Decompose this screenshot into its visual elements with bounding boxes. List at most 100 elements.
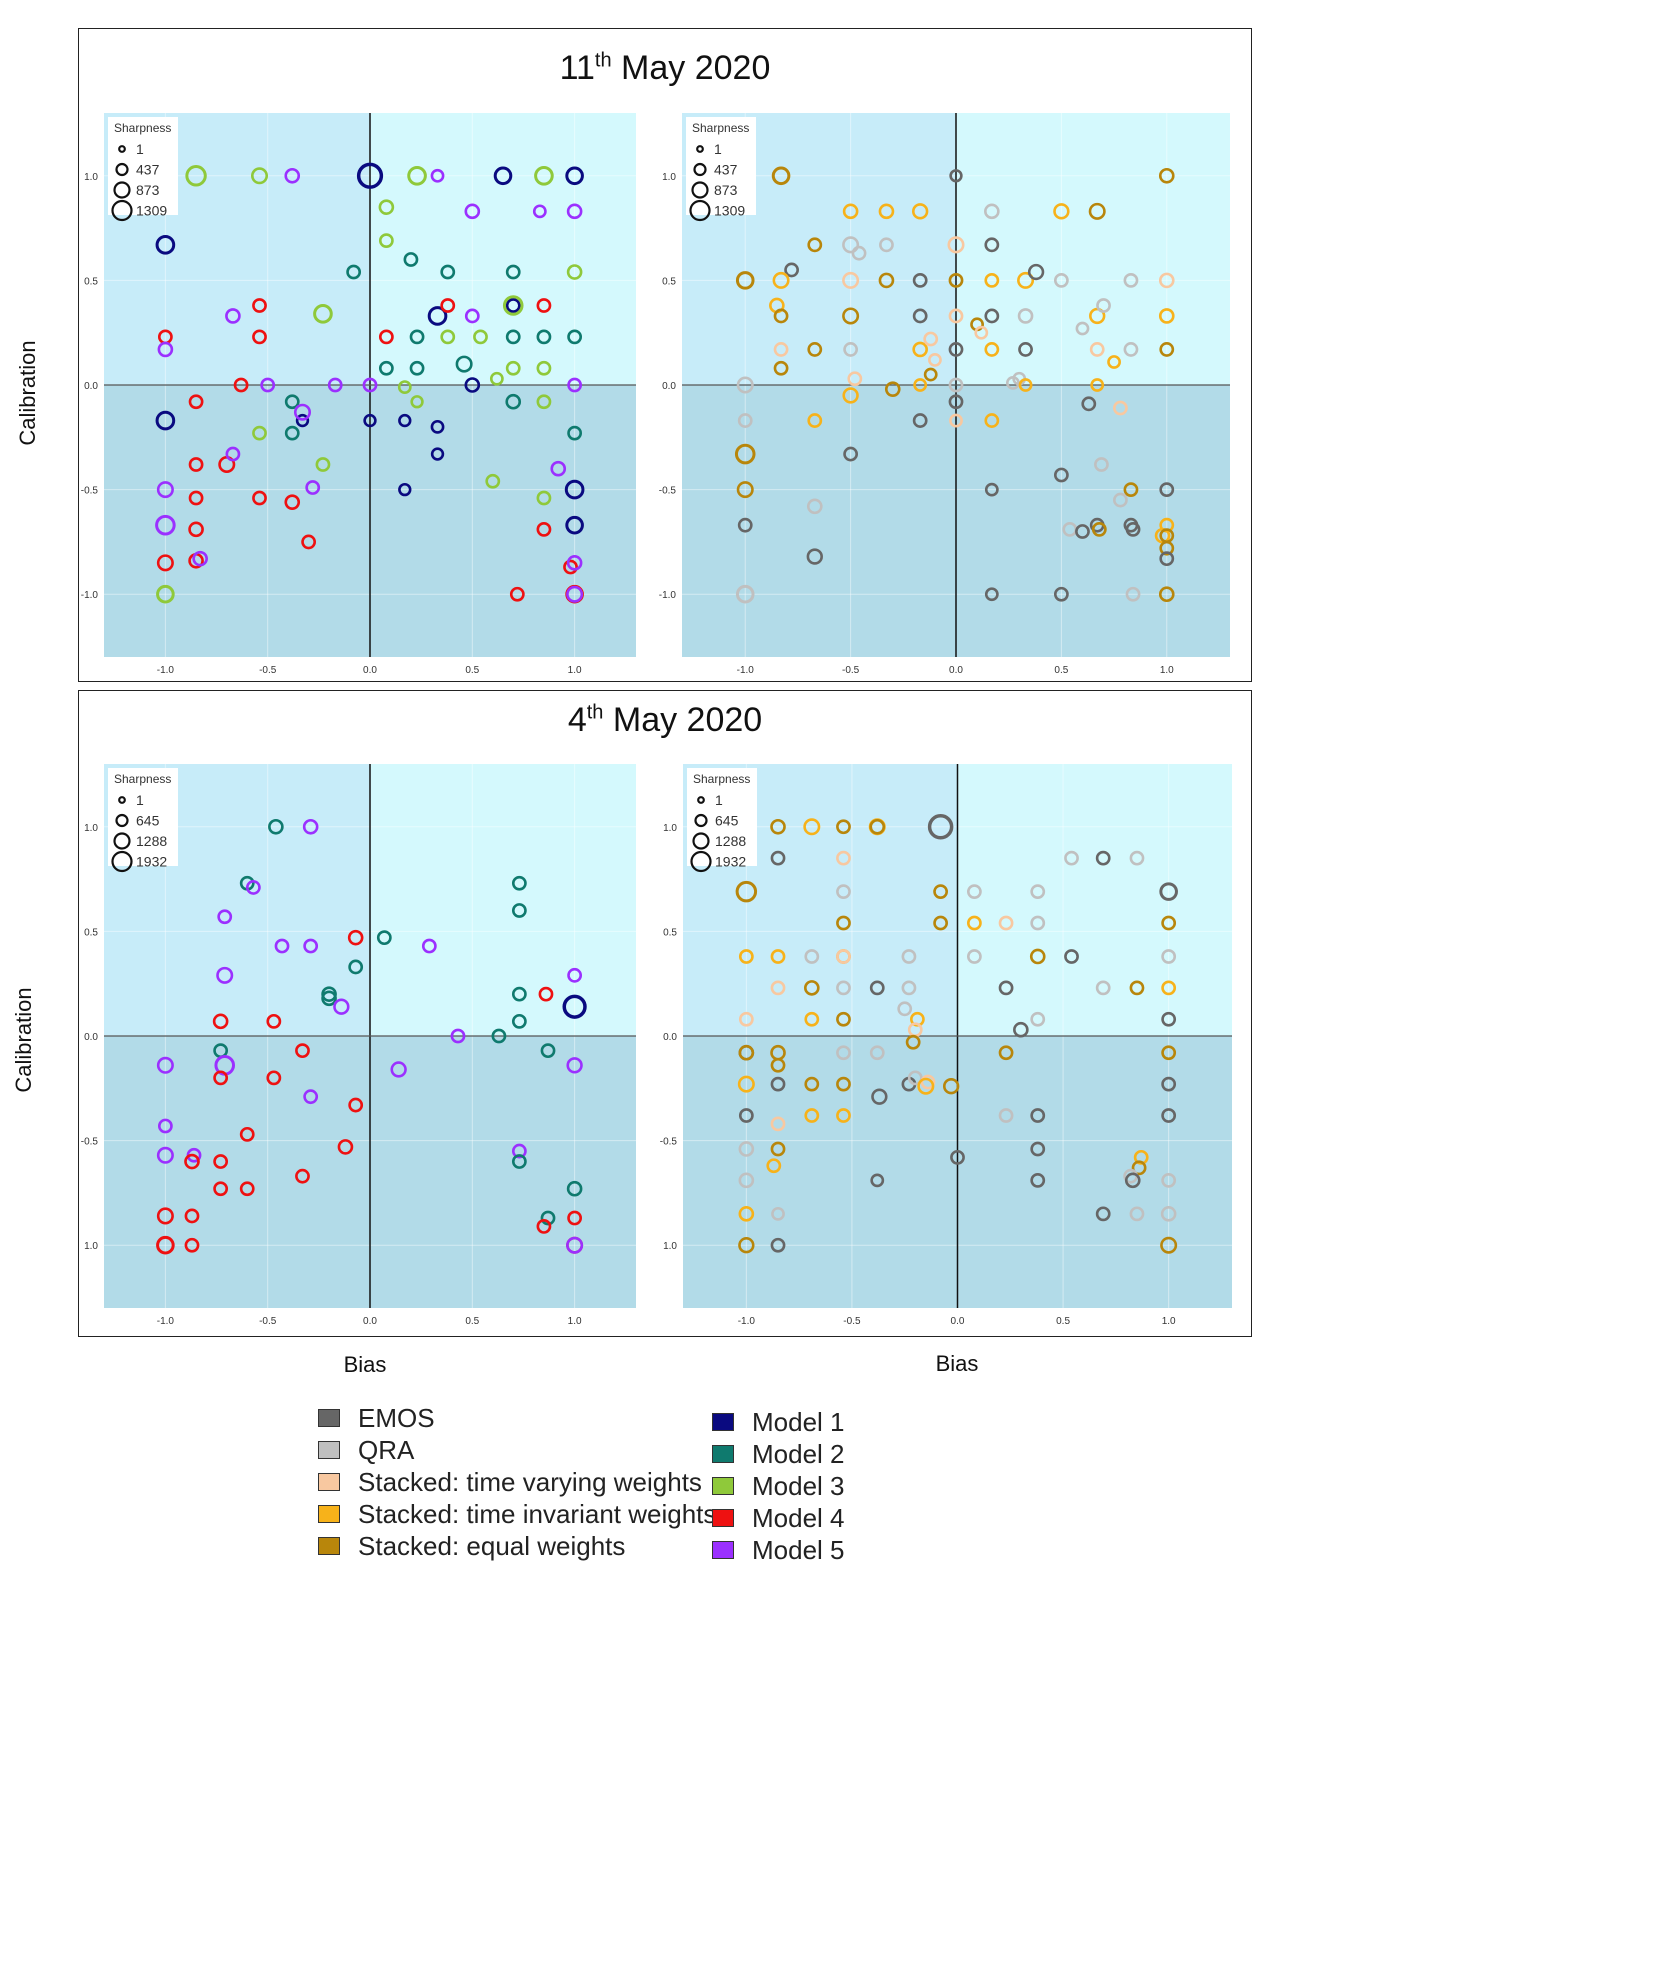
data-point [217, 909, 233, 925]
quadrant-upper-right [957, 764, 1232, 1036]
method-legend-item: Stacked: time invariant weights [318, 1498, 716, 1530]
data-point [927, 813, 954, 840]
size-legend-box [108, 117, 178, 215]
data-point [836, 1108, 851, 1123]
data-point [156, 554, 174, 572]
data-point [912, 272, 928, 288]
data-point [295, 1043, 310, 1059]
data-point [884, 381, 901, 397]
data-point [737, 413, 753, 428]
data-point [1129, 850, 1145, 866]
size-legend-title: Sharpness [693, 772, 750, 786]
data-point [836, 850, 851, 866]
x-tick-label: 0.0 [363, 665, 377, 676]
data-point [303, 938, 319, 954]
data-point [505, 264, 521, 280]
data-point [1053, 203, 1070, 220]
size-legend-value: 437 [714, 162, 738, 178]
data-point [566, 1236, 584, 1254]
size-legend-marker [111, 850, 133, 873]
data-point [398, 413, 412, 428]
data-point [239, 1181, 255, 1197]
data-point [511, 986, 527, 1002]
data-point [1075, 321, 1090, 336]
size-legend-marker [694, 813, 708, 828]
data-point [284, 494, 301, 510]
data-point [842, 271, 860, 289]
data-point [984, 342, 1000, 357]
data-point [807, 413, 823, 428]
data-point [502, 295, 524, 316]
legend-label: Model 5 [752, 1534, 845, 1565]
data-point [836, 915, 851, 931]
data-point [870, 1173, 885, 1188]
data-point [1161, 1045, 1177, 1061]
data-point [1091, 521, 1107, 537]
data-point [1123, 342, 1139, 357]
data-point [184, 1208, 200, 1224]
data-point [984, 413, 1000, 428]
data-point [509, 586, 525, 602]
data-point [421, 938, 437, 954]
data-point [842, 387, 859, 404]
size-legend-value: 1 [715, 792, 723, 808]
data-point [188, 457, 204, 472]
size-legend-value: 1932 [136, 854, 167, 870]
data-point [378, 360, 394, 376]
data-point [455, 355, 473, 373]
data-point [252, 490, 267, 506]
data-point [984, 237, 1000, 253]
data-point [430, 447, 445, 461]
data-point [252, 425, 267, 441]
data-point [536, 298, 552, 313]
data-point [735, 880, 758, 903]
data-point [1030, 915, 1046, 931]
data-point [567, 329, 583, 345]
data-point [836, 819, 851, 835]
bottom-right-x-axis-label: Bias [935, 1351, 979, 1376]
data-point [869, 980, 885, 996]
data-point [998, 1108, 1014, 1123]
data-point [770, 949, 786, 964]
data-point [735, 271, 755, 290]
data-point [738, 1044, 755, 1061]
data-point [1129, 980, 1145, 996]
data-point [536, 521, 552, 537]
data-point [773, 342, 789, 357]
data-point [1030, 1011, 1046, 1027]
legend-swatch [712, 1413, 734, 1431]
legend-swatch [712, 1445, 734, 1463]
data-point [1095, 850, 1111, 866]
data-point [901, 949, 917, 964]
size-legend-marker [118, 145, 126, 153]
data-point [804, 1108, 820, 1123]
size-legend-marker [115, 813, 129, 828]
data-point [933, 884, 949, 900]
data-point [804, 949, 820, 964]
data-point [842, 236, 860, 254]
size-legend-marker [118, 796, 126, 804]
data-point [430, 419, 445, 434]
data-point [268, 818, 284, 835]
data-point [213, 1154, 229, 1169]
data-point [157, 1118, 173, 1134]
data-point [984, 272, 1000, 288]
x-tick-label: 0.5 [465, 1316, 479, 1327]
data-point [305, 480, 321, 495]
size-legend-value: 437 [136, 162, 160, 178]
data-point [770, 1141, 786, 1157]
data-point [736, 376, 754, 394]
data-point [376, 930, 392, 946]
data-point [949, 169, 963, 183]
data-point [984, 482, 999, 497]
data-point [213, 1181, 229, 1197]
data-point [250, 167, 269, 185]
data-point [566, 264, 583, 280]
data-point [1029, 948, 1046, 965]
y-tick-label: -1.0 [659, 590, 677, 601]
data-point [806, 548, 823, 565]
data-point [239, 1126, 255, 1142]
data-point [738, 1237, 755, 1254]
data-point [1094, 457, 1109, 472]
legend-swatch [318, 1409, 340, 1427]
